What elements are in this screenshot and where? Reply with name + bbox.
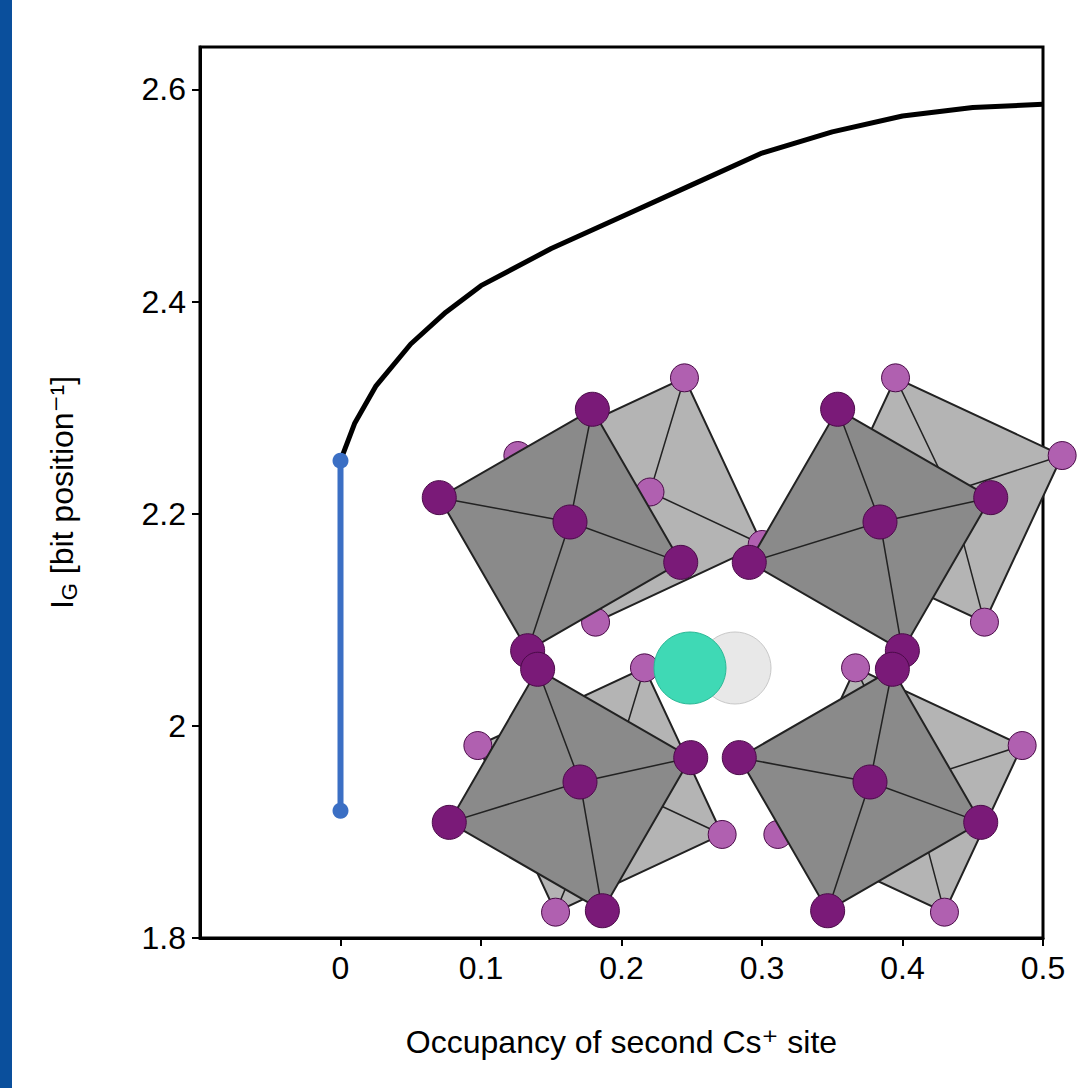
svg-text:[bit position⁻¹]: [bit position⁻¹] <box>44 376 80 583</box>
svg-text:I: I <box>44 600 80 609</box>
svg-text:0.4: 0.4 <box>880 950 924 986</box>
svg-text:0.5: 0.5 <box>1021 950 1065 986</box>
svg-text:G: G <box>57 583 82 600</box>
svg-text:0: 0 <box>332 950 350 986</box>
svg-text:2.4: 2.4 <box>142 284 186 320</box>
svg-text:Occupancy of second Cs⁺ site: Occupancy of second Cs⁺ site <box>406 1024 837 1060</box>
svg-text:1.8: 1.8 <box>142 920 186 956</box>
svg-text:0.2: 0.2 <box>599 950 643 986</box>
svg-text:2.6: 2.6 <box>142 71 186 107</box>
svg-text:2: 2 <box>168 708 186 744</box>
svg-text:0.3: 0.3 <box>740 950 784 986</box>
svg-text:2.2: 2.2 <box>142 496 186 532</box>
svg-text:0.1: 0.1 <box>459 950 503 986</box>
